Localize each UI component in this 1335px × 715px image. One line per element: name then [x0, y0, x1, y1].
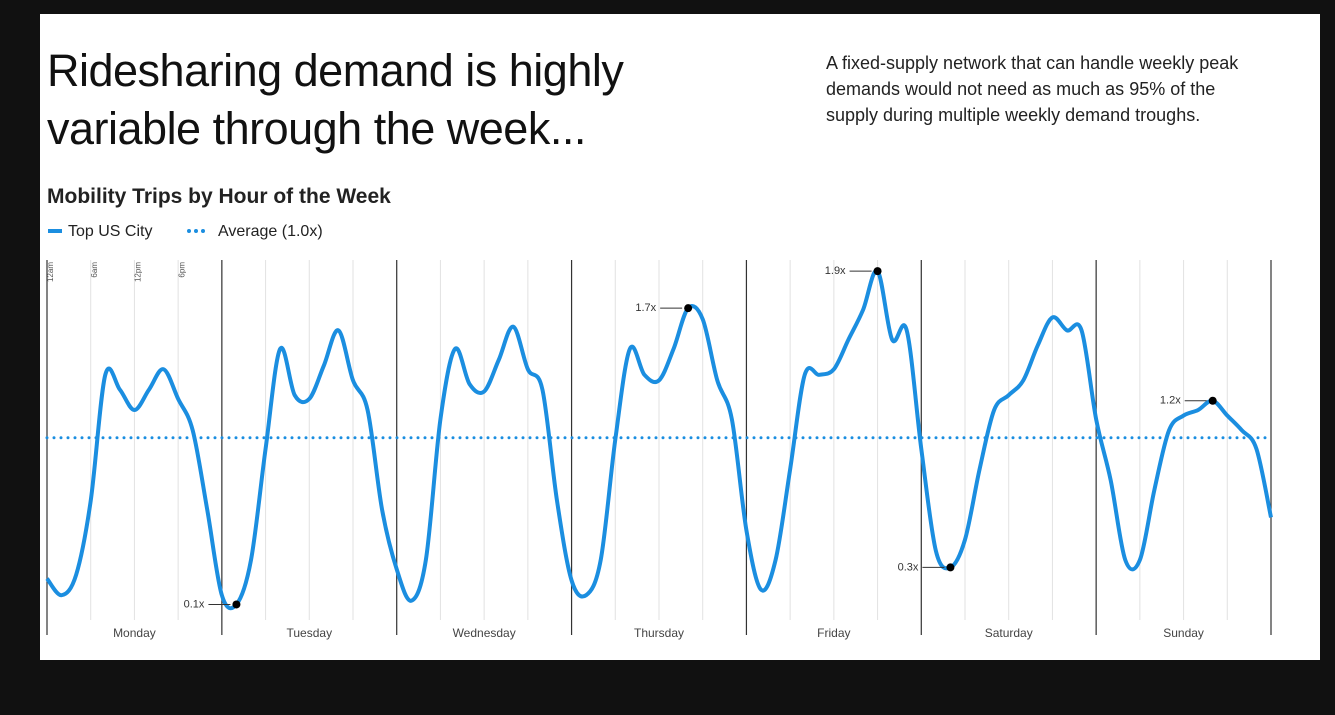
annotation-dot — [873, 267, 882, 276]
hour-tick-label: 6am — [90, 262, 99, 278]
x-tick-label: Saturday — [985, 626, 1033, 640]
hour-tick-label: 12pm — [134, 262, 143, 282]
x-tick-label: Sunday — [1163, 626, 1204, 640]
annotation-label: 0.1x — [184, 598, 205, 610]
annotation-label: 1.9x — [825, 265, 846, 277]
x-tick-label: Wednesday — [453, 626, 516, 640]
x-tick-label: Monday — [113, 626, 156, 640]
annotation-dot — [232, 600, 241, 609]
x-tick-label: Friday — [817, 626, 850, 640]
chart-title: Mobility Trips by Hour of the Week — [47, 185, 391, 208]
legend-label: Average (1.0x) — [218, 223, 323, 240]
series-line — [45, 268, 1273, 611]
annotation-dot — [1208, 396, 1217, 405]
headline: Ridesharing demand is highly variable th… — [47, 45, 624, 154]
subtitle: A fixed-supply network that can handle w… — [826, 53, 1239, 125]
hour-tick-label: 6pm — [177, 262, 186, 278]
hour-tick-label: 12am — [46, 262, 55, 282]
annotation-label: 0.3x — [898, 561, 919, 573]
x-tick-label: Thursday — [634, 626, 684, 640]
x-tick-label: Tuesday — [286, 626, 332, 640]
legend-label: Top US City — [68, 223, 152, 240]
annotation-dot — [684, 304, 693, 313]
annotation-dot — [946, 563, 955, 572]
annotation-label: 1.2x — [1160, 395, 1181, 407]
annotation-label: 1.7x — [635, 302, 656, 314]
